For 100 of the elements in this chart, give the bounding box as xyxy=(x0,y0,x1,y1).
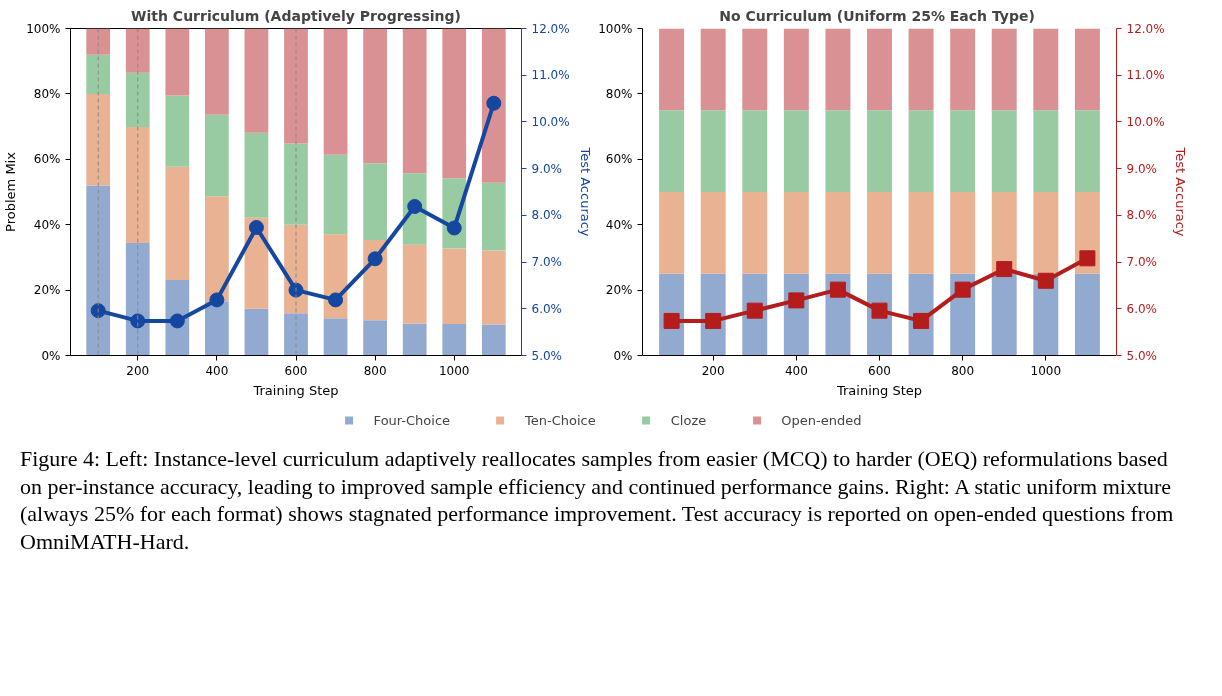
point xyxy=(130,313,146,329)
bar xyxy=(783,192,809,274)
point xyxy=(90,303,106,319)
bar xyxy=(86,93,111,186)
y-tick-label: 100% xyxy=(26,21,61,36)
bar xyxy=(783,28,809,111)
point xyxy=(1037,272,1054,289)
bar xyxy=(867,192,892,274)
bar xyxy=(481,324,506,356)
y2-tick-label: 12.0% xyxy=(1126,21,1165,36)
y2-tick-label: 11.0% xyxy=(1126,68,1165,83)
y-tick-label: 40% xyxy=(33,217,61,232)
bar xyxy=(284,28,308,144)
y-tick-label: 0% xyxy=(41,348,61,363)
point xyxy=(871,302,888,319)
bar xyxy=(125,28,150,73)
bar xyxy=(402,244,427,324)
bar xyxy=(825,192,851,274)
x-axis-title: Training Step xyxy=(252,382,339,398)
bar xyxy=(991,28,1017,111)
bar xyxy=(908,110,934,192)
bar xyxy=(700,110,726,192)
bar xyxy=(442,248,467,325)
bar xyxy=(125,243,150,356)
y-tick-label: 0% xyxy=(613,348,633,363)
bar xyxy=(950,192,976,274)
point xyxy=(663,312,680,329)
x-tick-label: 1000 xyxy=(438,363,470,378)
bar xyxy=(908,28,934,111)
x-tick-label: 200 xyxy=(701,363,725,378)
bar xyxy=(86,185,111,356)
bar xyxy=(991,273,1017,356)
y2-tick-label: 10.0% xyxy=(531,114,570,129)
y2-tick-label: 10.0% xyxy=(1126,114,1165,129)
point xyxy=(209,292,225,308)
bar xyxy=(1074,273,1100,356)
legend-label: Open-ended xyxy=(781,412,862,428)
y2-tick-label: 6.0% xyxy=(1126,301,1157,316)
bar xyxy=(1074,110,1100,192)
y-tick-label: 20% xyxy=(33,283,61,298)
bar xyxy=(700,28,726,111)
x-tick-label: 400 xyxy=(205,363,229,378)
point xyxy=(446,220,462,236)
bar xyxy=(481,28,506,183)
chart-title: No Curriculum (Uniform 25% Each Type) xyxy=(719,7,1035,24)
x-tick-label: 600 xyxy=(868,363,891,378)
y2-tick-label: 6.0% xyxy=(531,301,562,316)
y2-tick-label: 12.0% xyxy=(531,21,570,36)
y-tick-label: 80% xyxy=(33,86,61,101)
bar xyxy=(363,28,387,164)
point xyxy=(407,199,423,214)
bar xyxy=(783,110,809,192)
y2-tick-label: 7.0% xyxy=(1126,255,1157,270)
point xyxy=(169,313,185,329)
y-axis-title: Problem Mix xyxy=(3,151,19,232)
y2-tick-label: 8.0% xyxy=(1126,208,1157,223)
point xyxy=(746,302,763,319)
bar xyxy=(659,28,685,111)
bar xyxy=(323,318,348,356)
y2-axis-title: Test Accuracy xyxy=(1172,146,1188,237)
legend-label: Cloze xyxy=(670,412,707,428)
chart-title: With Curriculum (Adaptively Progressing) xyxy=(131,7,461,24)
bar xyxy=(700,192,726,274)
point xyxy=(913,312,930,329)
point xyxy=(829,281,846,298)
point xyxy=(788,292,805,309)
bar xyxy=(165,166,190,280)
bar xyxy=(867,110,892,192)
x-tick-label: 800 xyxy=(363,363,387,378)
bar xyxy=(825,28,851,111)
caption: Figure 4: Left: Instance-level curriculum adaptively reallocates samples from easier (MCQ) to harder (OEQ) reformulations based on per-instance accuracy, leading to improved sample efficiency and continued performance gains. Right: A static uniform mixture (always 25% for each format) shows stagnated performance improvement. Test accuracy is reported on open-ended questions from OmniMATH-Hard. xyxy=(20,445,1175,555)
bar xyxy=(742,110,768,192)
legend-label: Four-Choice xyxy=(373,412,451,428)
bar xyxy=(742,28,768,111)
bar xyxy=(205,196,229,302)
bar xyxy=(363,320,387,356)
bar xyxy=(442,28,467,179)
bar xyxy=(742,192,768,274)
point xyxy=(248,220,264,235)
bar xyxy=(244,28,269,133)
x-tick-label: 200 xyxy=(126,363,150,378)
point xyxy=(996,261,1013,278)
bar xyxy=(323,28,348,155)
bar xyxy=(1033,28,1059,111)
y2-tick-label: 8.0% xyxy=(531,208,562,223)
bar xyxy=(659,110,685,192)
bar xyxy=(284,143,308,225)
point xyxy=(1079,250,1096,267)
y2-tick-label: 5.0% xyxy=(531,348,562,363)
bar xyxy=(442,324,467,356)
bar xyxy=(244,308,269,356)
bar xyxy=(205,28,229,115)
bar xyxy=(86,54,111,94)
point xyxy=(367,251,383,267)
bar xyxy=(825,110,851,192)
bar xyxy=(205,114,229,197)
bar xyxy=(165,95,190,167)
bar xyxy=(284,313,308,356)
legend-label: Ten-Choice xyxy=(525,412,596,428)
x-tick-label: 600 xyxy=(284,363,308,378)
